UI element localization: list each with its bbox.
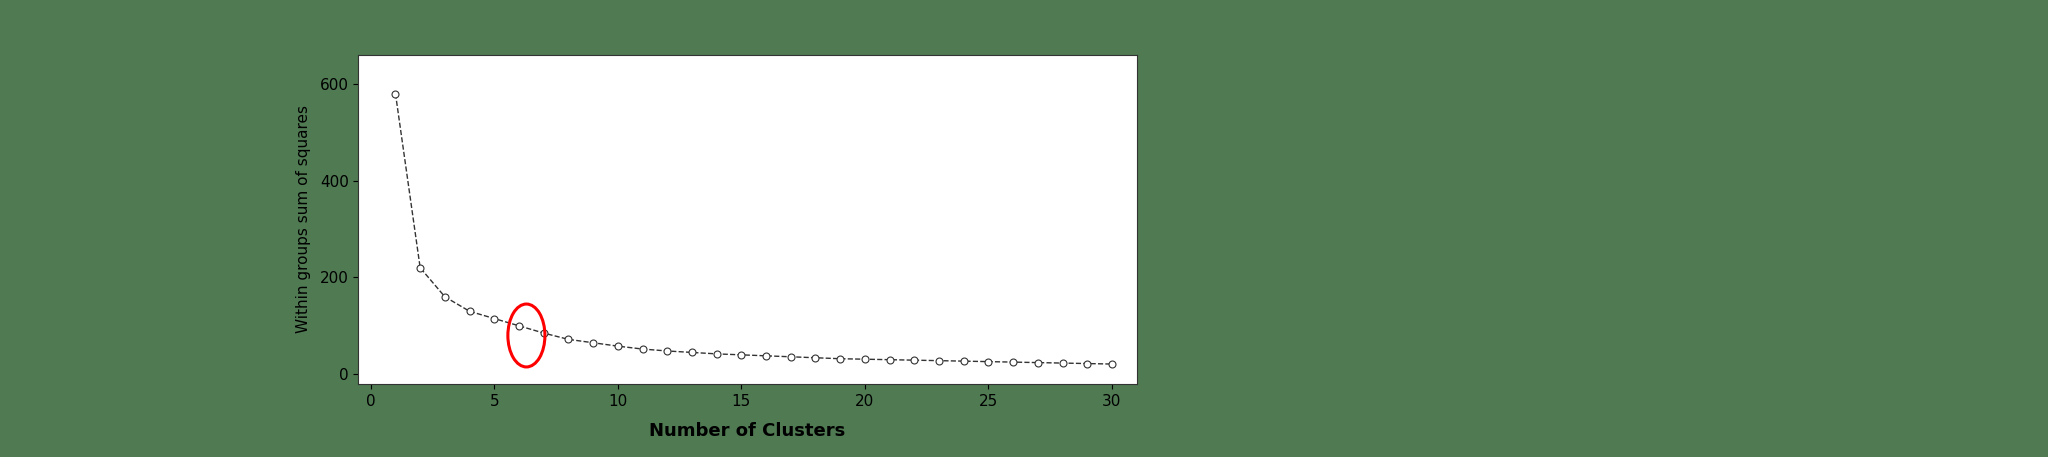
X-axis label: Number of Clusters: Number of Clusters	[649, 422, 846, 441]
Y-axis label: Within groups sum of squares: Within groups sum of squares	[297, 106, 311, 333]
